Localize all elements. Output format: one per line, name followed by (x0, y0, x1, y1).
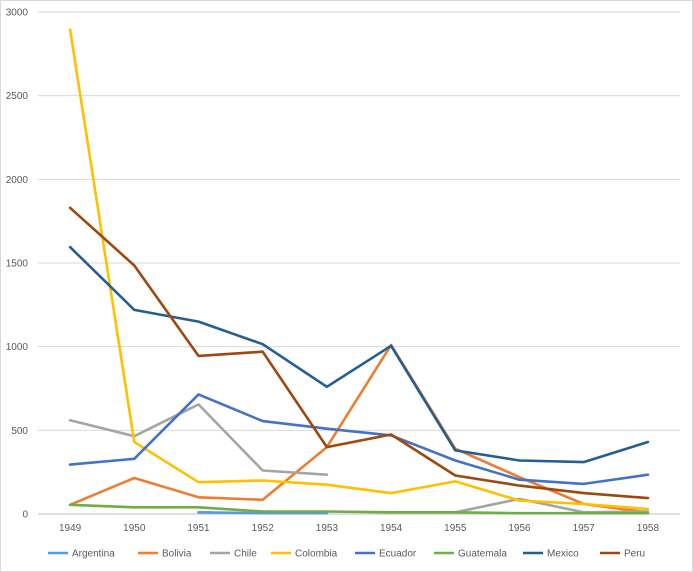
series-line-peru (68, 206, 650, 500)
series-line-bolivia (68, 343, 650, 514)
y-tick-label: 2000 (6, 175, 29, 186)
series-line-chile (453, 497, 650, 514)
legend-label-chile: Chile (234, 549, 257, 560)
x-tick-label: 1953 (316, 523, 339, 534)
legend-label-bolivia: Bolivia (162, 549, 192, 560)
series-lines (68, 28, 650, 515)
x-axis-ticks: 1949 1950 1951 1952 1953 1954 1955 1956 1957 1958 (59, 523, 659, 534)
x-tick-label: 1956 (508, 523, 531, 534)
x-tick-label: 1950 (123, 523, 146, 534)
legend-label-ecuador: Ecuador (379, 549, 417, 560)
y-tick-label: 2500 (6, 91, 29, 102)
legend-item-bolivia[interactable]: Bolivia (138, 549, 192, 560)
legend-item-guatemala[interactable]: Guatemala (434, 549, 507, 560)
legend-label-mexico: Mexico (547, 549, 579, 560)
x-tick-label: 1949 (59, 523, 82, 534)
series-line-chile (68, 403, 329, 477)
legend-item-ecuador[interactable]: Ecuador (355, 549, 417, 560)
legend-label-guatemala: Guatemala (458, 549, 507, 560)
series-line-ecuador (68, 393, 650, 486)
legend-label-colombia: Colombia (295, 549, 338, 560)
legend: Argentina Bolivia Chile Colombia Ecuador Guat… (48, 549, 645, 560)
y-tick-label: 1000 (6, 342, 29, 353)
x-tick-label: 1952 (252, 523, 275, 534)
series-line-guatemala (68, 503, 650, 515)
legend-item-peru[interactable]: Peru (600, 549, 645, 560)
y-tick-label: 1500 (6, 259, 29, 270)
x-tick-label: 1954 (380, 523, 403, 534)
x-tick-label: 1951 (187, 523, 210, 534)
x-tick-label: 1955 (444, 523, 467, 534)
legend-label-argentina: Argentina (72, 549, 115, 560)
legend-item-mexico[interactable]: Mexico (523, 549, 579, 560)
y-tick-label: 500 (11, 426, 28, 437)
legend-item-colombia[interactable]: Colombia (271, 549, 338, 560)
legend-item-chile[interactable]: Chile (210, 549, 257, 560)
legend-label-peru: Peru (624, 549, 645, 560)
series-line-colombia (68, 28, 650, 511)
y-tick-label: 0 (22, 510, 28, 521)
y-tick-label: 3000 (6, 8, 29, 19)
x-tick-label: 1958 (637, 523, 660, 534)
series-line-argentina (197, 510, 329, 515)
legend-item-argentina[interactable]: Argentina (48, 549, 115, 560)
series-line-mexico (68, 245, 650, 464)
y-axis-ticks: 0 500 1000 1500 2000 2500 3000 (6, 8, 29, 521)
x-tick-label: 1957 (573, 523, 596, 534)
